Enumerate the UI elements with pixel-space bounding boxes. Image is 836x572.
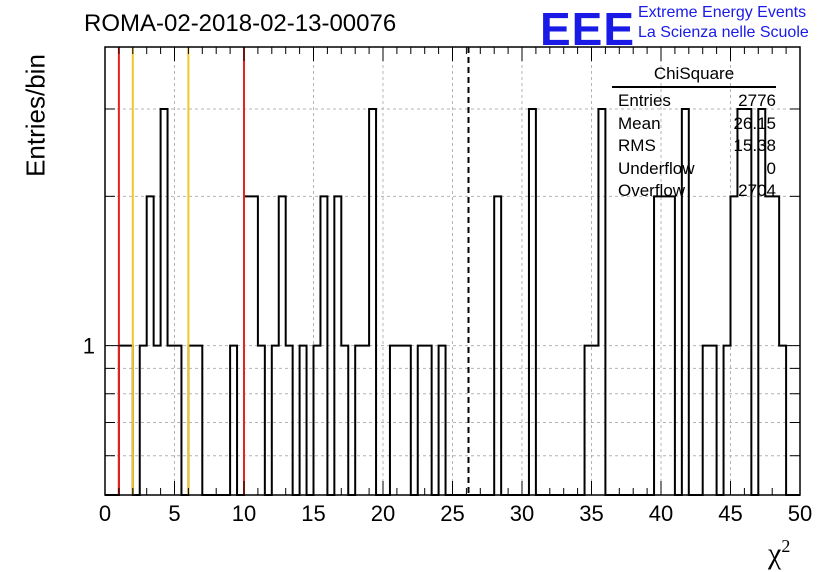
stats-label: Underflow	[618, 158, 695, 178]
stats-value: 26.15	[733, 113, 776, 133]
stats-value: 15.38	[733, 136, 776, 155]
x-tick-label: 10	[232, 501, 256, 526]
stats-label: Entries	[618, 91, 671, 110]
plot-title: ROMA-02-2018-02-13-00076	[84, 10, 397, 37]
stats-row-rms: RMS 15.38	[612, 135, 776, 158]
x-tick-label: 20	[371, 501, 395, 526]
stats-row-overflow: Overflow 2704	[612, 180, 776, 203]
stats-value: 2704	[738, 181, 776, 200]
stats-label: RMS	[618, 136, 656, 155]
x-tick-label: 50	[788, 501, 812, 526]
x-tick-label: 35	[579, 501, 603, 526]
x-tick-label: 5	[168, 501, 180, 526]
eee-logo-line1: Extreme Energy Events	[638, 4, 807, 21]
eee-logo-line2: La Scienza nelle Scuole	[638, 24, 809, 41]
stats-row-mean: Mean 26.15	[612, 113, 776, 136]
x-tick-label: 30	[510, 501, 534, 526]
x-axis-label: χ2	[768, 536, 791, 570]
stats-value: 2776	[738, 91, 776, 110]
x-tick-label: 45	[718, 501, 742, 526]
stats-label: Mean	[618, 113, 661, 133]
stats-label: Overflow	[618, 181, 686, 200]
x-tick-label: 0	[99, 501, 111, 526]
x-tick-label: 25	[440, 501, 464, 526]
stats-title: ChiSquare	[612, 64, 776, 88]
stats-box: ChiSquare Entries 2776 Mean 26.15 RMS 15.38 Un…	[612, 64, 776, 203]
stats-row-entries: Entries 2776	[612, 90, 776, 113]
y-tick-label: 1	[83, 334, 95, 359]
x-tick-label: 40	[649, 501, 673, 526]
stats-value: 0	[766, 158, 776, 178]
stats-row-underflow: Underflow 0	[612, 158, 776, 181]
x-tick-label: 15	[301, 501, 325, 526]
